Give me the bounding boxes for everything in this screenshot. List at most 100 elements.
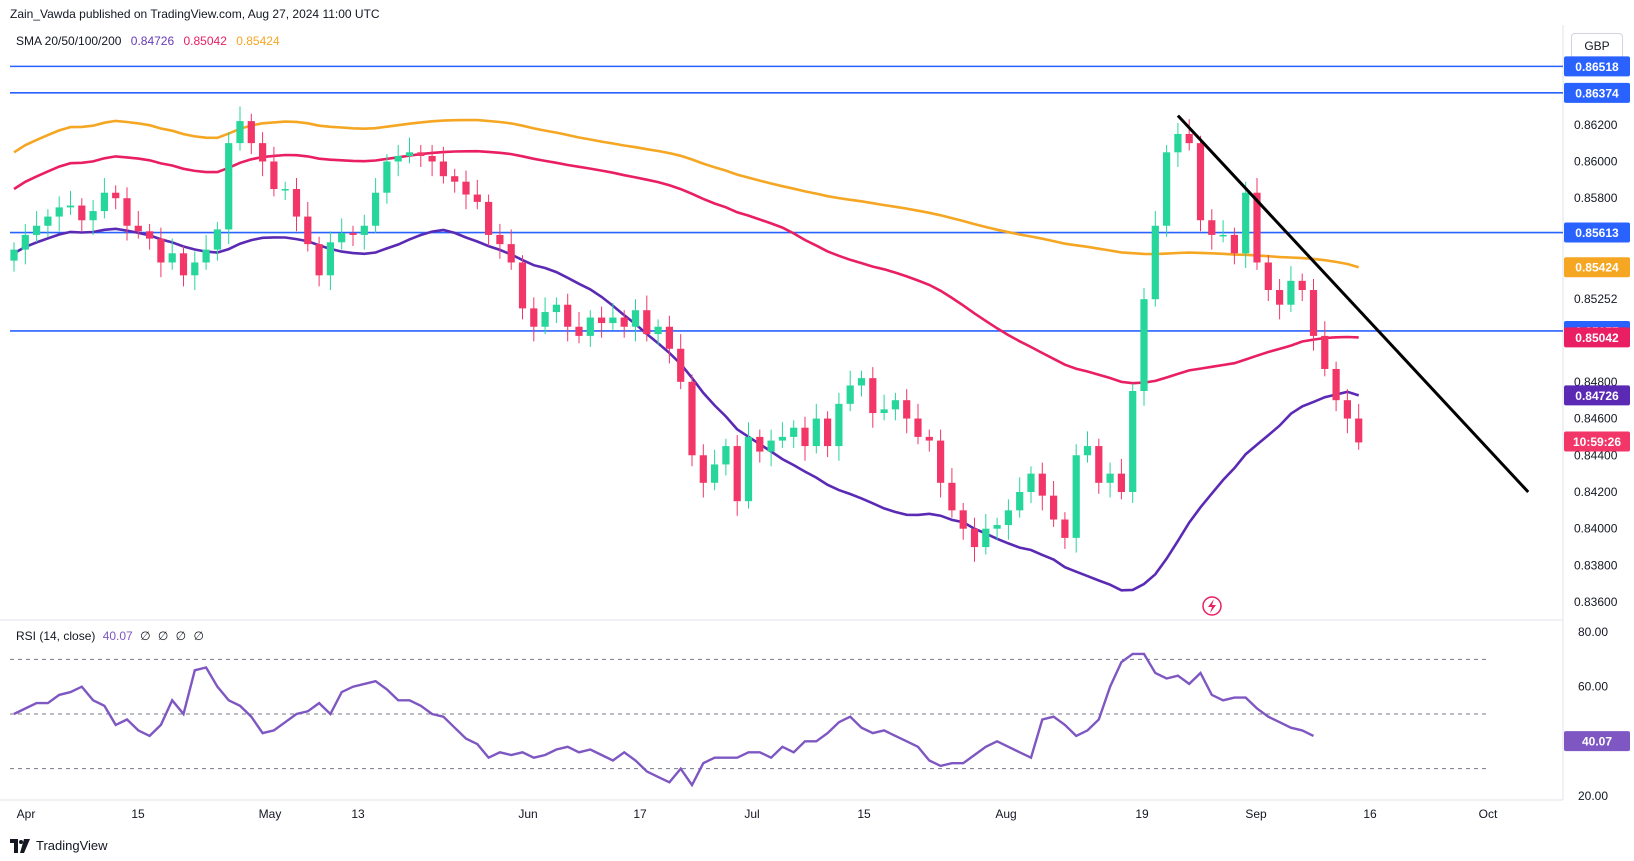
candle-body [530, 308, 538, 327]
candle-body [801, 427, 809, 447]
candle-body [281, 189, 289, 191]
candle-body [236, 121, 244, 144]
level-price-tag: 0.86518 [1575, 60, 1619, 74]
sma-line [13, 149, 1359, 385]
price-axis[interactable]: 0.86200 0.86000 0.85800 0.85252 0.84800 0.846… [1574, 118, 1618, 803]
candle-body [620, 317, 628, 327]
candle-body [44, 216, 52, 226]
indicator-price-tag: 0.84726 [1575, 389, 1619, 403]
rsi-placeholder: ∅ [175, 629, 187, 643]
candle-body [598, 317, 606, 324]
candle-body [134, 225, 142, 232]
candle-body [993, 525, 1001, 529]
level-price-tag-bg [1564, 56, 1630, 77]
candle-body [767, 440, 775, 452]
candle-body [66, 205, 75, 208]
trendline[interactable] [1176, 114, 1530, 494]
candle-body [304, 216, 312, 245]
grid-layer [0, 25, 1564, 801]
candle-body [213, 229, 221, 250]
rsi-placeholder: ∅ [140, 629, 151, 643]
indicator-price-tag: 10:59:26 [1573, 435, 1621, 449]
price-tick-label: 0.84600 [1574, 412, 1618, 426]
candle-body [202, 249, 210, 263]
candle-body [1219, 234, 1227, 237]
candle-body [609, 317, 617, 324]
candle-body [1343, 400, 1351, 419]
candle-body [518, 262, 527, 309]
time-tick-label: Oct [1479, 807, 1498, 821]
indicator-price-tag: 0.85424 [1575, 261, 1619, 275]
candle-body [1355, 418, 1363, 443]
time-tick-label: Apr [17, 807, 36, 821]
candle-body [1129, 391, 1137, 492]
time-tick-label: 15 [857, 807, 871, 821]
candle-body [360, 225, 368, 235]
candle-body [292, 189, 301, 217]
candle-body [55, 207, 63, 217]
candle-body [247, 121, 255, 144]
sma-lines [13, 118, 1360, 592]
candle-body [688, 381, 696, 456]
candle-body [1117, 473, 1125, 492]
candle-body [1106, 473, 1114, 483]
candle-body [744, 436, 753, 502]
publisher-caption: Zain_Vawda published on TradingView.com,… [10, 7, 380, 21]
candle-body [123, 198, 131, 226]
trendline-segment [1176, 114, 1530, 494]
footer-brand: TradingView [36, 838, 108, 853]
rsi-tick-label: 80.00 [1578, 625, 1608, 639]
candle-body [1321, 335, 1329, 369]
sma-legend[interactable]: SMA 20/50/100/200 0.84726 0.85042 0.8542… [16, 34, 286, 48]
candle-body [903, 400, 911, 419]
rsi-value-tag: 40.07 [1582, 735, 1612, 749]
candle-body [394, 155, 402, 162]
candle-body [711, 464, 719, 483]
candle-body [1287, 280, 1295, 305]
candle-body [1276, 290, 1284, 305]
sma50-value: 0.85042 [183, 34, 227, 48]
time-tick-label: 17 [633, 807, 647, 821]
candle-body [1061, 519, 1069, 538]
candles [10, 106, 1363, 562]
time-tick-label: Sep [1245, 807, 1267, 821]
price-tick-label: 0.86200 [1574, 118, 1618, 132]
candle-body [485, 201, 493, 235]
candle-body [948, 482, 956, 511]
price-tick-label: 0.83800 [1574, 558, 1618, 572]
candle-body [970, 528, 979, 548]
candle-body [846, 385, 854, 404]
candle-body [146, 231, 154, 239]
horizontal-levels[interactable] [10, 65, 1563, 332]
candle-body [507, 244, 515, 263]
candle-body [100, 192, 108, 212]
level-price-tag: 0.86374 [1575, 86, 1619, 100]
candle-body [1038, 473, 1046, 496]
candle-body [1151, 225, 1159, 300]
candle-body [1027, 473, 1035, 492]
candle-body [439, 161, 447, 177]
candle-body [790, 427, 798, 437]
indicator-price-tag-bg [1564, 327, 1630, 348]
candle-body [1332, 368, 1340, 401]
candle-body [1242, 192, 1250, 254]
candle-body [824, 418, 832, 447]
time-tick-label: Jun [518, 807, 537, 821]
time-tick-label: Aug [995, 807, 1016, 821]
lightning-icon[interactable] [1202, 596, 1222, 616]
candle-body [496, 234, 504, 245]
candle-body [778, 436, 786, 441]
candle-body [914, 418, 922, 437]
level-price-tag: 0.85613 [1575, 226, 1619, 240]
candle-body [857, 378, 866, 386]
time-axis[interactable]: Apr 15 May 13 Jun 17 Jul 15 Aug 19 Sep 16 Oct [17, 807, 1498, 821]
rsi-legend[interactable]: RSI (14, close) 40.07 ∅ ∅ ∅ ∅ [16, 629, 208, 643]
candle-body [835, 403, 843, 447]
rsi-legend-value: 40.07 [102, 629, 133, 643]
price-tick-label: 0.84800 [1574, 375, 1618, 389]
currency-button[interactable]: GBP [1571, 33, 1623, 59]
candle-body [259, 143, 267, 162]
tradingview-footer[interactable]: TradingView [10, 838, 108, 853]
price-tick-label: 0.85800 [1574, 191, 1618, 205]
